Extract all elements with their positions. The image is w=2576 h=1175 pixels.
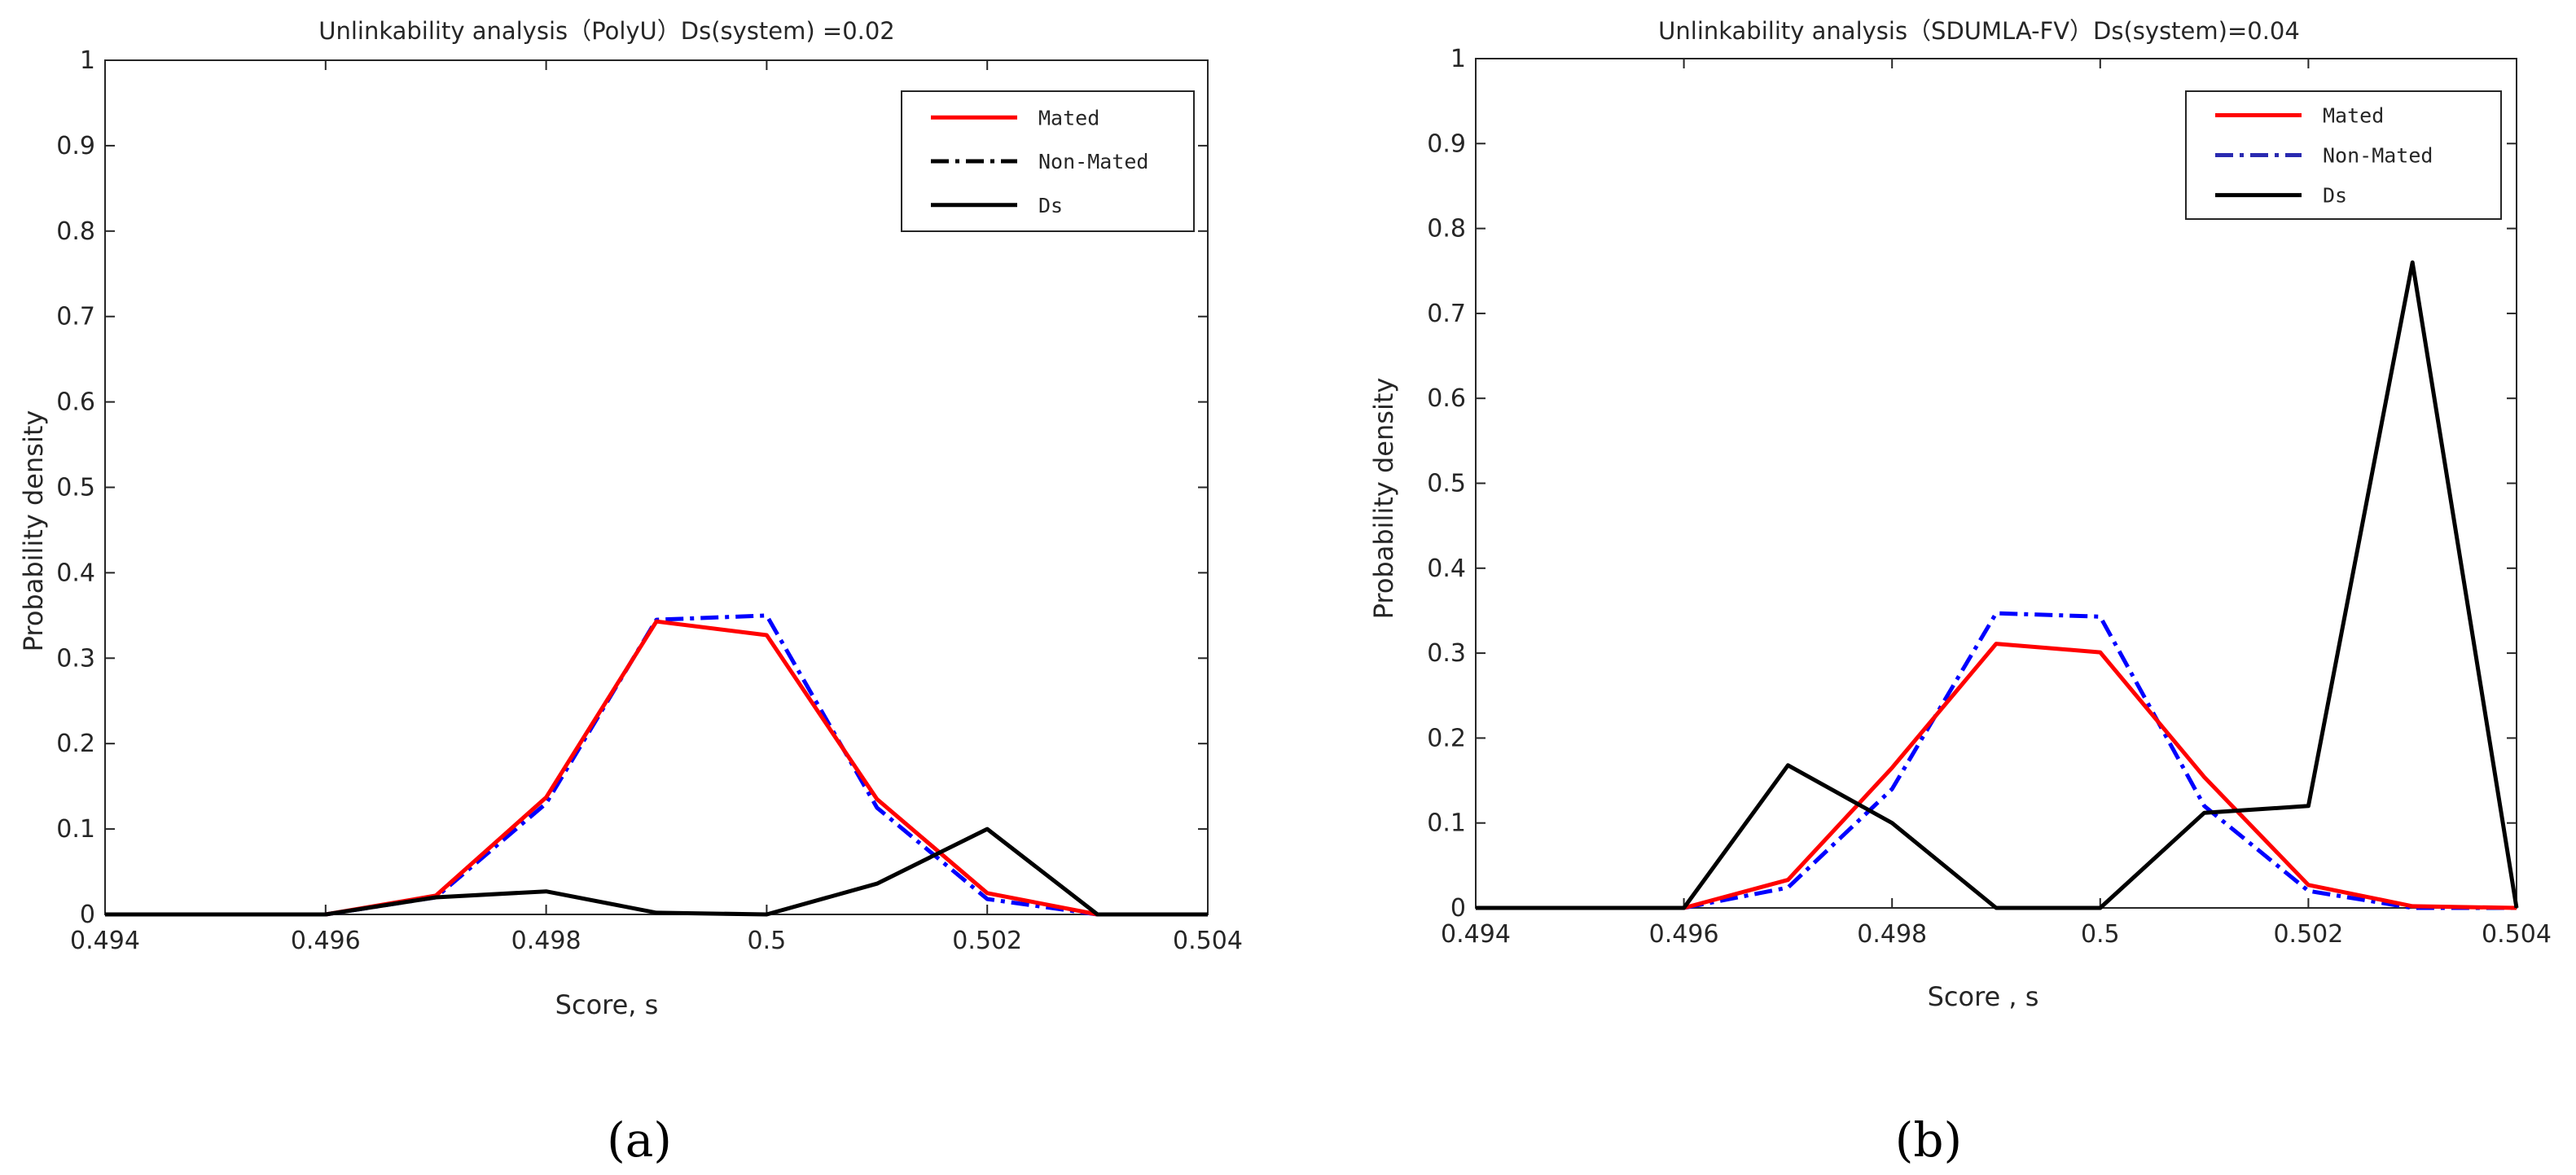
chart-title: Unlinkability analysis（SDUMLA-FV）Ds(syst… — [1658, 17, 2300, 45]
y-tick-label: 0.7 — [1427, 300, 1466, 328]
y-tick-label: 0.1 — [1427, 809, 1466, 838]
panel-label: (b) — [1895, 1112, 1962, 1168]
x-axis-label: Score, s — [555, 989, 659, 1020]
legend-label-mated: Mated — [2323, 103, 2384, 127]
x-tick-label: 0.498 — [1857, 920, 1927, 949]
series-line-ds — [105, 826, 1208, 917]
legend-box — [901, 90, 1195, 232]
x-tick-label: 0.5 — [2081, 920, 2120, 949]
series-line-ds — [1476, 260, 2519, 910]
legend-box — [2185, 90, 2502, 220]
y-tick-label: 0.1 — [56, 815, 95, 844]
y-tick-label: 0.9 — [56, 132, 95, 160]
chart-title: Unlinkability analysis（PolyU）Ds(system) … — [318, 17, 895, 45]
legend-label-ds: Ds — [2323, 184, 2347, 208]
x-axis-label: Score , s — [1928, 981, 2039, 1012]
legend-label-mated: Mated — [1038, 106, 1099, 129]
y-tick-label: 0 — [1450, 894, 1466, 923]
y-tick-label: 0.6 — [1427, 384, 1466, 413]
y-tick-label: 0.4 — [1427, 555, 1466, 583]
panel-label: (a) — [607, 1112, 672, 1168]
y-tick-label: 0.9 — [1427, 129, 1466, 158]
y-tick-label: 0.2 — [1427, 724, 1466, 752]
x-tick-label: 0.502 — [952, 927, 1022, 955]
chart-panel-b: Unlinkability analysis（SDUMLA-FV）Ds(syst… — [1368, 17, 2552, 1168]
y-tick-label: 0.5 — [1427, 470, 1466, 498]
y-axis-label: Probability density — [18, 410, 49, 652]
x-tick-label: 0.496 — [291, 927, 361, 955]
x-tick-label: 0.504 — [2482, 920, 2552, 949]
x-tick-label: 0.5 — [748, 927, 787, 955]
y-tick-label: 0.3 — [56, 644, 95, 673]
y-axis-label: Probability density — [1368, 378, 1399, 620]
y-tick-label: 1 — [1450, 45, 1466, 73]
y-tick-label: 0.4 — [56, 559, 95, 587]
x-tick-label: 0.502 — [2273, 920, 2343, 949]
y-tick-label: 1 — [80, 46, 95, 75]
legend-label-non-mated: Non-Mated — [2323, 144, 2433, 168]
x-tick-label: 0.496 — [1649, 920, 1719, 949]
x-tick-label: 0.494 — [70, 927, 140, 955]
y-tick-label: 0.2 — [56, 730, 95, 758]
y-tick-label: 0.8 — [56, 217, 95, 246]
y-tick-label: 0.7 — [56, 303, 95, 331]
legend-label-non-mated: Non-Mated — [1038, 150, 1148, 173]
y-tick-label: 0.5 — [56, 474, 95, 502]
y-tick-label: 0.6 — [56, 388, 95, 417]
chart-panel-a: Unlinkability analysis（PolyU）Ds(system) … — [18, 17, 1243, 1168]
legend-label-ds: Ds — [1038, 194, 1063, 217]
x-tick-label: 0.504 — [1173, 927, 1243, 955]
x-tick-label: 0.498 — [511, 927, 581, 955]
y-tick-label: 0.8 — [1427, 215, 1466, 243]
x-tick-label: 0.494 — [1441, 920, 1511, 949]
y-tick-label: 0 — [80, 901, 95, 929]
y-tick-label: 0.3 — [1427, 639, 1466, 668]
